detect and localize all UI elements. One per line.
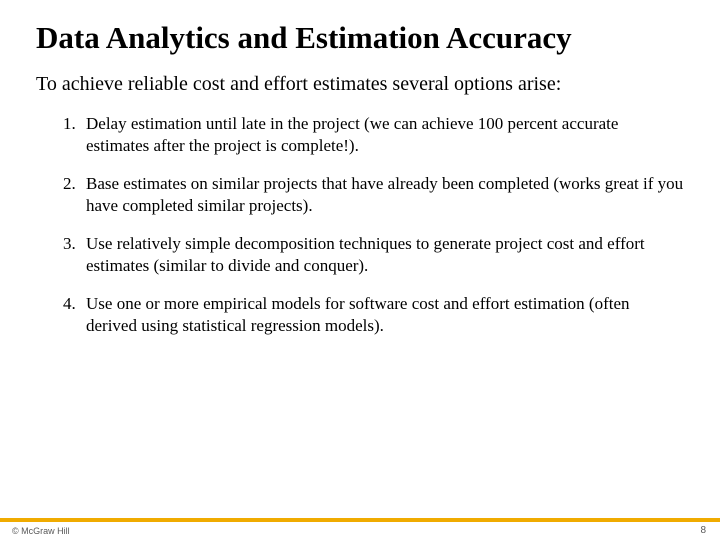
list-item: Base estimates on similar projects that … (80, 173, 684, 217)
copyright-text: © McGraw Hill (12, 526, 70, 536)
slide-title: Data Analytics and Estimation Accuracy (36, 20, 684, 56)
accent-bar (0, 518, 720, 522)
list-item: Use relatively simple decomposition tech… (80, 233, 684, 277)
page-number: 8 (700, 525, 706, 536)
intro-text: To achieve reliable cost and effort esti… (36, 72, 684, 97)
list-item: Use one or more empirical models for sof… (80, 293, 684, 337)
numbered-list: Delay estimation until late in the proje… (36, 113, 684, 338)
slide: Data Analytics and Estimation Accuracy T… (0, 0, 720, 540)
list-item: Delay estimation until late in the proje… (80, 113, 684, 157)
